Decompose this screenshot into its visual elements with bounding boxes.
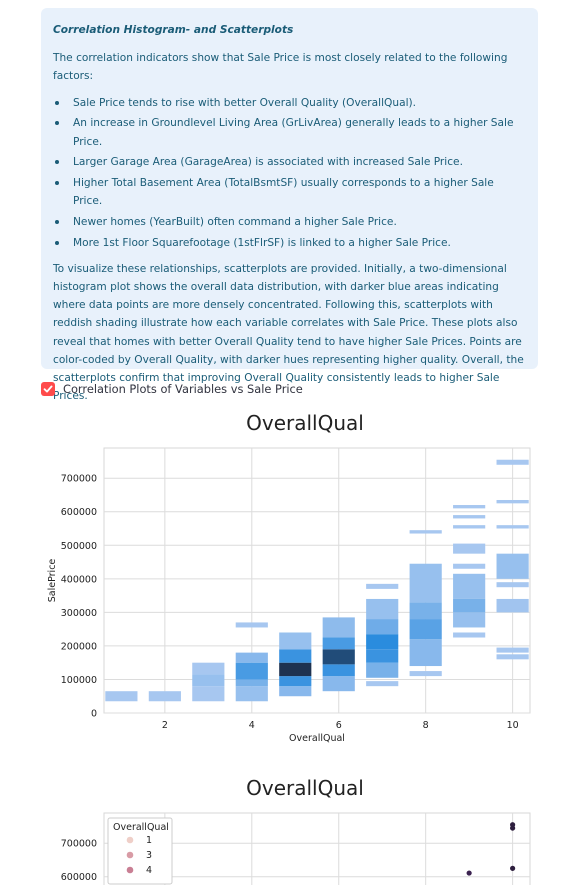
plot-area [103,812,531,885]
checkbox-checked-icon[interactable] [41,382,55,396]
histogram-bin [453,598,486,613]
histogram-bin [496,499,529,504]
histogram-bin [279,632,312,650]
histogram-bin [453,573,486,599]
histogram-bin [496,582,529,588]
histogram-bin [366,619,399,635]
y-tick-label: 400000 [61,574,97,585]
y-tick-label: 0 [91,709,97,720]
info-intro: The correlation indicators show that Sal… [53,52,508,83]
chart-1-title: OverallQual [246,411,364,435]
histogram-bin [496,525,529,529]
histogram-bin [366,583,399,589]
factor-list: Sale Price tends to rise with better Ove… [53,94,526,252]
legend-label: 1 [146,835,152,846]
histogram-bin [453,563,486,569]
histogram-bin [366,634,399,650]
y-axis-label: SalePrice [47,559,58,603]
histogram-bin [409,671,442,677]
info-alert: Correlation Histogram- and Scatterplots … [41,8,538,402]
x-tick-label: 10 [507,720,519,731]
list-item: Larger Garage Area (GarageArea) is assoc… [53,153,526,171]
y-tick-label: 100000 [61,675,97,686]
chart-2-title: OverallQual [246,776,364,800]
histogram-bin [105,691,138,702]
y-tick-label: 700000 [61,474,97,485]
histogram-bin [279,662,312,677]
y-tick-label: 200000 [61,641,97,652]
y-tick-label: 500000 [61,541,97,552]
legend-marker [126,866,134,874]
info-outro: To visualize these relationships, scatte… [53,262,524,403]
histogram-bin [279,649,312,663]
histogram-bin [496,598,529,613]
list-item: More 1st Floor Squarefootage (1stFlrSF) … [53,234,526,252]
histogram-bin [496,654,529,660]
scatter-point [510,865,516,871]
x-axis-label: OverallQual [289,733,345,744]
histogram-bin [453,632,486,638]
histogram-bin [409,602,442,620]
correlation-plots-checkbox[interactable]: Correlation Plots of Variables vs Sale P… [41,380,303,398]
legend: OverallQual 1 3 4 [107,817,173,885]
histogram-bin [192,686,225,702]
histogram-bin [235,679,268,687]
histogram-bin [235,686,268,702]
histogram-bin [322,637,355,650]
histogram-bin [366,681,399,687]
histogram-bin [322,676,355,692]
histogram-bin [453,505,486,509]
list-item: Higher Total Basement Area (TotalBsmtSF)… [53,174,526,210]
histogram-bin [192,674,225,687]
histogram-bin [366,662,399,678]
histogram-bin [409,619,442,640]
histogram-bin [366,649,399,663]
y-tick-label: 600000 [61,507,97,518]
histogram-bin [148,691,181,702]
legend-title: OverallQual [113,822,169,833]
legend-label: 4 [146,865,152,876]
x-tick-label: 2 [162,720,168,731]
y-tick-label: 300000 [61,608,97,619]
histogram-bin [322,664,355,677]
legend-label: 3 [146,850,152,861]
histogram-bin [409,530,442,534]
histogram-bin [409,639,442,667]
histogram-2d-chart: 2 4 6 8 10 0 100000 200000 300000 400000 500000 600… [47,447,531,744]
histogram-bin [496,553,529,579]
list-item: Newer homes (YearBuilt) often command a … [53,213,526,231]
histogram-bin [496,459,529,465]
legend-marker [126,851,134,859]
info-title: Correlation Histogram- and Scatterplots [53,24,294,36]
histogram-bin [279,686,312,697]
histogram-bin [453,515,486,519]
x-tick-label: 6 [336,720,342,731]
scatter-point [510,825,516,831]
histogram-bin [192,662,225,675]
histogram-bin [453,525,486,529]
histogram-bin [496,647,529,653]
histogram-bin [409,563,442,603]
x-tick-label: 8 [423,720,429,731]
scatter-point [466,870,472,876]
histogram-bin [235,662,268,680]
legend-marker [126,836,134,844]
x-tick-label: 4 [249,720,255,731]
histogram-bin [453,543,486,554]
list-item: Sale Price tends to rise with better Ove… [53,94,526,112]
histogram-bin [366,598,399,620]
histogram-bin [235,622,268,628]
y-tick-label: 700000 [61,839,97,850]
histogram-bin [322,617,355,638]
list-item: An increase in Groundlevel Living Area (… [53,114,526,150]
histogram-bin [322,649,355,665]
checkbox-label: Correlation Plots of Variables vs Sale P… [63,382,303,396]
histogram-bin [453,612,486,628]
histogram-bin [279,676,312,687]
histogram-bin [235,652,268,663]
